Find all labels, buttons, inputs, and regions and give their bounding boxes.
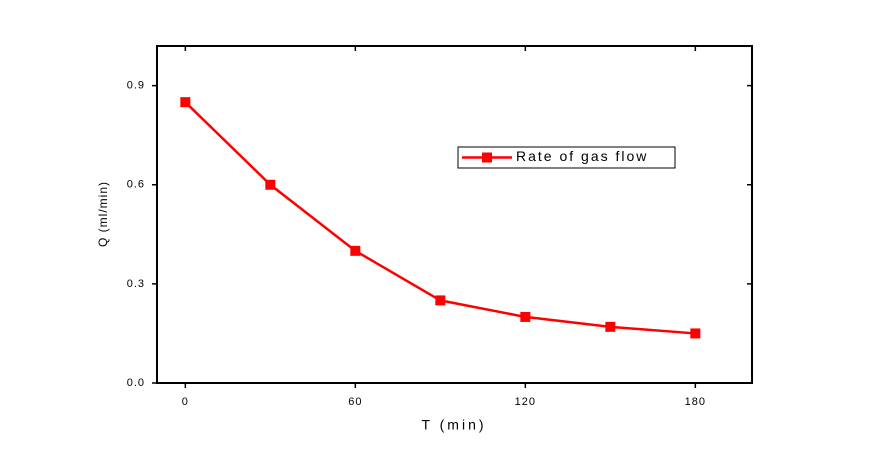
data-point xyxy=(350,245,361,256)
data-point xyxy=(690,328,701,339)
legend-label: Rate of gas flow xyxy=(516,148,648,164)
x-tick-label: 180 xyxy=(685,396,706,408)
y-axis-label: Q (ml/min) xyxy=(96,181,110,247)
data-point xyxy=(265,179,276,190)
legend-box xyxy=(457,146,676,169)
x-tick-label: 60 xyxy=(348,396,362,408)
data-point xyxy=(180,97,191,108)
plot-frame xyxy=(156,45,753,384)
x-tick-label: 120 xyxy=(515,396,536,408)
data-point xyxy=(435,295,446,306)
y-tick-label: 0.9 xyxy=(127,80,145,92)
x-axis-label: T (min) xyxy=(421,417,486,433)
y-tick-label: 0.3 xyxy=(127,278,145,290)
y-tick-label: 0.6 xyxy=(127,179,145,191)
data-point xyxy=(605,321,616,332)
legend-marker xyxy=(482,152,492,163)
data-point xyxy=(520,311,531,322)
x-tick-label: 0 xyxy=(182,396,189,408)
y-tick-label: 0.0 xyxy=(127,377,145,389)
